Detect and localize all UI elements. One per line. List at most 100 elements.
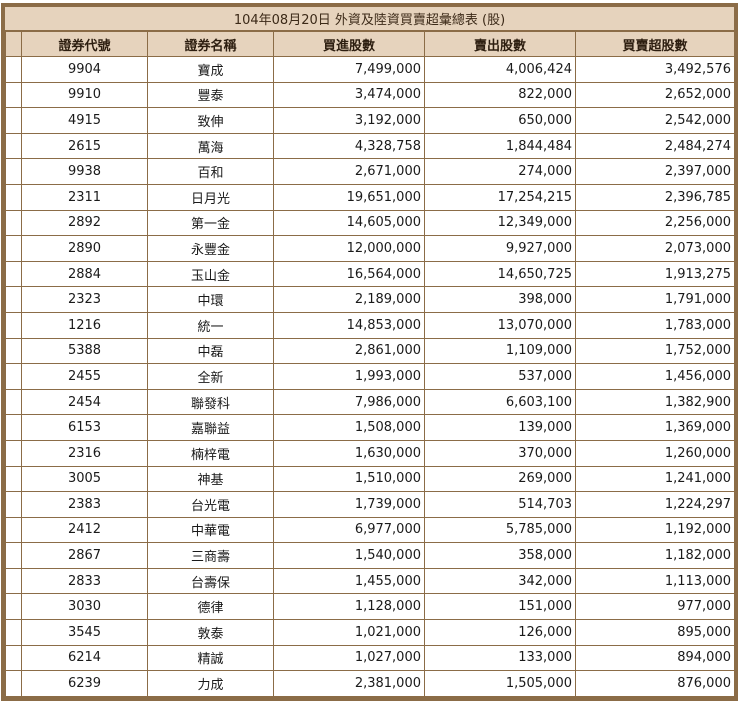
stock-code-cell: 2833 — [21, 567, 148, 595]
stock-name-cell: 豐泰 — [147, 81, 274, 109]
net-shares-cell: 1,241,000 — [575, 465, 735, 493]
buy-shares-cell: 2,671,000 — [273, 158, 425, 185]
stock-name-cell: 台光電 — [147, 491, 274, 518]
stock-code-cell: 5388 — [21, 337, 148, 365]
stock-code-cell: 2884 — [21, 260, 148, 288]
stock-name-cell: 精誠 — [147, 644, 274, 672]
net-shares-cell: 1,369,000 — [575, 414, 735, 441]
net-shares-cell: 1,113,000 — [575, 567, 735, 595]
table-row: 2833 台壽保 1,455,000 342,000 1,113,000 — [5, 567, 735, 595]
sell-shares-cell: 17,254,215 — [424, 183, 576, 211]
header-row: 證券代號 證券名稱 買進股數 賣出股數 買賣超股數 — [5, 31, 735, 57]
stock-code-cell: 9904 — [21, 56, 148, 83]
sell-shares-cell: 133,000 — [424, 644, 576, 672]
stock-name-cell: 三商壽 — [147, 542, 274, 569]
buy-shares-cell: 7,986,000 — [273, 388, 425, 416]
net-shares-cell: 2,542,000 — [575, 107, 735, 134]
net-shares-cell: 2,484,274 — [575, 132, 735, 160]
sell-shares-cell: 151,000 — [424, 593, 576, 621]
stock-name-cell: 神基 — [147, 465, 274, 493]
table-row: 2383 台光電 1,739,000 514,703 1,224,297 — [5, 491, 735, 518]
sell-shares-cell: 12,349,000 — [424, 209, 576, 237]
table-row: 4915 致伸 3,192,000 650,000 2,542,000 — [5, 107, 735, 134]
stock-code-cell: 2323 — [21, 286, 148, 313]
net-shares-cell: 876,000 — [575, 670, 735, 697]
row-spacer — [5, 670, 22, 697]
stock-name-cell: 統一 — [147, 311, 274, 339]
sell-shares-cell: 398,000 — [424, 286, 576, 313]
row-spacer — [5, 107, 22, 134]
table-row: 6153 嘉聯益 1,508,000 139,000 1,369,000 — [5, 414, 735, 441]
table-row: 6214 精誠 1,027,000 133,000 894,000 — [5, 644, 735, 672]
net-shares-cell: 2,397,000 — [575, 158, 735, 185]
table-row: 3005 神基 1,510,000 269,000 1,241,000 — [5, 465, 735, 493]
table-row: 9910 豐泰 3,474,000 822,000 2,652,000 — [5, 81, 735, 109]
stock-name-cell: 敦泰 — [147, 619, 274, 646]
stock-code-cell: 2454 — [21, 388, 148, 416]
sell-shares-cell: 9,927,000 — [424, 235, 576, 262]
sell-shares-cell: 514,703 — [424, 491, 576, 518]
buy-shares-cell: 1,027,000 — [273, 644, 425, 672]
net-shares-cell: 1,783,000 — [575, 311, 735, 339]
net-shares-cell: 1,382,900 — [575, 388, 735, 416]
sell-shares-cell: 342,000 — [424, 567, 576, 595]
stock-name-cell: 永豐金 — [147, 235, 274, 262]
buy-shares-cell: 1,128,000 — [273, 593, 425, 621]
sell-shares-cell: 1,109,000 — [424, 337, 576, 365]
net-buy-table: 證券代號 證券名稱 買進股數 賣出股數 買賣超股數 9904 寶成 7,499,00… — [5, 31, 735, 697]
stock-code-cell: 2867 — [21, 542, 148, 569]
row-spacer — [5, 593, 22, 621]
sell-shares-cell: 650,000 — [424, 107, 576, 134]
buy-shares-cell: 19,651,000 — [273, 183, 425, 211]
buy-shares-cell: 3,192,000 — [273, 107, 425, 134]
stock-code-cell: 3030 — [21, 593, 148, 621]
net-shares-cell: 1,182,000 — [575, 542, 735, 569]
buy-shares-cell: 14,853,000 — [273, 311, 425, 339]
buy-shares-cell: 1,508,000 — [273, 414, 425, 441]
sell-shares-cell: 6,603,100 — [424, 388, 576, 416]
buy-shares-cell: 1,993,000 — [273, 363, 425, 390]
row-spacer — [5, 337, 22, 365]
stock-code-cell: 3545 — [21, 619, 148, 646]
table-row: 9938 百和 2,671,000 274,000 2,397,000 — [5, 158, 735, 185]
table-row: 2867 三商壽 1,540,000 358,000 1,182,000 — [5, 542, 735, 569]
row-spacer — [5, 183, 22, 211]
row-spacer — [5, 81, 22, 109]
stock-code-cell: 2383 — [21, 491, 148, 518]
table-frame: 104年08月20日 外資及陸資買賣超彙總表 (股) 證券代號 證券名稱 買進股… — [1, 3, 738, 701]
stock-name-cell: 中磊 — [147, 337, 274, 365]
row-spacer — [5, 311, 22, 339]
table-row: 2615 萬海 4,328,758 1,844,484 2,484,274 — [5, 132, 735, 160]
buy-shares-cell: 7,499,000 — [273, 56, 425, 83]
table-row: 2455 全新 1,993,000 537,000 1,456,000 — [5, 363, 735, 390]
stock-name-cell: 中環 — [147, 286, 274, 313]
sell-shares-cell: 537,000 — [424, 363, 576, 390]
buy-shares-cell: 6,977,000 — [273, 516, 425, 544]
net-shares-cell: 1,192,000 — [575, 516, 735, 544]
table-row: 1216 統一 14,853,000 13,070,000 1,783,000 — [5, 311, 735, 339]
row-spacer — [5, 542, 22, 569]
row-spacer — [5, 260, 22, 288]
stock-name-cell: 全新 — [147, 363, 274, 390]
table-row: 2892 第一金 14,605,000 12,349,000 2,256,000 — [5, 209, 735, 237]
stock-code-cell: 9938 — [21, 158, 148, 185]
buy-shares-cell: 1,739,000 — [273, 491, 425, 518]
table-row: 3030 德律 1,128,000 151,000 977,000 — [5, 593, 735, 621]
row-spacer — [5, 158, 22, 185]
stock-name-cell: 寶成 — [147, 56, 274, 83]
buy-shares-cell: 1,510,000 — [273, 465, 425, 493]
stock-name-cell: 致伸 — [147, 107, 274, 134]
net-shares-cell: 894,000 — [575, 644, 735, 672]
net-shares-cell: 1,752,000 — [575, 337, 735, 365]
row-spacer — [5, 132, 22, 160]
table-row: 3545 敦泰 1,021,000 126,000 895,000 — [5, 619, 735, 646]
row-spacer — [5, 414, 22, 441]
buy-shares-cell: 14,605,000 — [273, 209, 425, 237]
table-row: 2412 中華電 6,977,000 5,785,000 1,192,000 — [5, 516, 735, 544]
buy-shares-cell: 4,328,758 — [273, 132, 425, 160]
net-shares-cell: 1,224,297 — [575, 491, 735, 518]
net-shares-cell: 2,256,000 — [575, 209, 735, 237]
row-spacer — [5, 388, 22, 416]
row-spacer — [5, 567, 22, 595]
sell-shares-cell: 274,000 — [424, 158, 576, 185]
